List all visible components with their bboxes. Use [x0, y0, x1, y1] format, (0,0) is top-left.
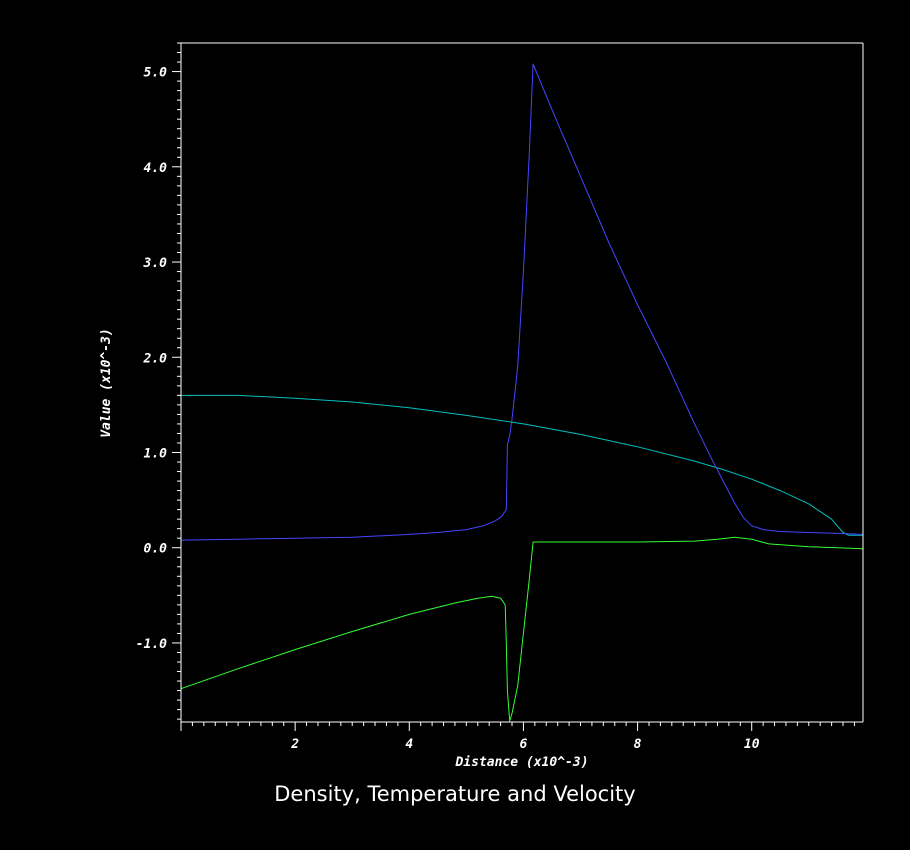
y-tick-label: -1.0 — [136, 637, 167, 652]
chart-title: Density, Temperature and Velocity — [274, 782, 636, 806]
x-axis-label: Distance (x10^-3) — [454, 755, 588, 770]
x-tick-label: 6 — [520, 737, 528, 752]
y-tick-label: 5.0 — [144, 66, 168, 81]
y-tick-label: 2.0 — [143, 351, 168, 366]
y-tick-label: 3.0 — [143, 256, 168, 271]
y-tick-label: 4.0 — [144, 161, 168, 176]
y-tick-label: 1.0 — [144, 446, 168, 461]
y-axis-label: Value (x10^-3) — [99, 328, 114, 438]
series-line-3 — [180, 536, 864, 722]
x-tick-label: 10 — [744, 737, 760, 752]
plot-frame — [180, 42, 864, 723]
y-tick-label: 0.0 — [144, 542, 168, 557]
series-line-1 — [181, 394, 863, 536]
x-tick-label: 2 — [290, 737, 299, 752]
series-layer — [180, 63, 864, 722]
axis-ticks: 2 4 6 8 10 -1.0 0.0 1.0 2.0 3.0 4.0 5.0 — [136, 42, 855, 752]
x-tick-label: 8 — [634, 737, 642, 752]
x-tick-label: 4 — [405, 737, 413, 752]
series-line-2 — [180, 63, 864, 541]
